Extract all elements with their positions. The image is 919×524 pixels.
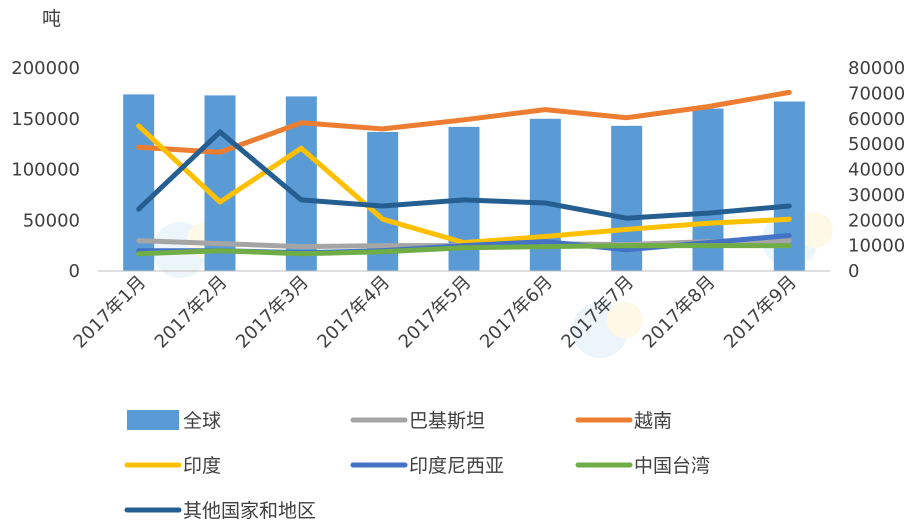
- left-tick-label: 0: [69, 261, 80, 282]
- watermark-shape: [797, 212, 833, 248]
- right-axis-ticks: 0 10000 20000 30000 40000 50000 60000 70000 8000…: [848, 58, 905, 282]
- left-tick-label: 150000: [11, 109, 80, 130]
- left-tick-label: 50000: [23, 210, 80, 231]
- line-其他国家和地区: [136, 129, 792, 221]
- left-tick-label: 200000: [11, 58, 80, 79]
- line-印度: [136, 123, 792, 246]
- bar-全球-2017年1月: [123, 94, 155, 271]
- right-tick-label: 20000: [848, 210, 905, 231]
- x-axis-ticks: 2017年1月 2017年2月 2017年3月 2017年4月 2017年5月 2017年…: [69, 272, 800, 353]
- right-tick-label: 40000: [848, 160, 905, 181]
- y-axis-unit-label: 吨: [42, 8, 61, 30]
- legend-label-全球: 全球: [183, 410, 221, 432]
- right-tick-label: 70000: [848, 83, 905, 104]
- legend-swatch-全球: [127, 410, 179, 430]
- legend-label-其他国家和地区: 其他国家和地区: [183, 500, 316, 522]
- right-tick-label: 80000: [848, 58, 905, 79]
- left-axis-ticks: 0 50000 100000 150000 200000: [11, 58, 80, 282]
- right-tick-label: 60000: [848, 109, 905, 130]
- x-tick-label: 2017年2月: [151, 272, 232, 353]
- watermark-shape: [607, 302, 643, 338]
- right-tick-label: 30000: [848, 185, 905, 206]
- x-tick-label: 2017年3月: [232, 272, 313, 353]
- line-series: [136, 89, 792, 257]
- line-中国台湾: [136, 243, 792, 257]
- right-tick-label: 0: [848, 261, 859, 282]
- x-tick-label: 2017年8月: [639, 272, 720, 353]
- watermark-shape: [572, 302, 628, 358]
- watermark: [152, 212, 833, 358]
- legend-label-巴基斯坦: 巴基斯坦: [409, 410, 485, 432]
- right-tick-label: 10000: [848, 236, 905, 257]
- legend-label-印度尼西亚: 印度尼西亚: [409, 455, 504, 477]
- x-tick-label: 2017年1月: [69, 272, 150, 353]
- left-tick-label: 100000: [11, 160, 80, 181]
- legend-label-越南: 越南: [634, 410, 672, 432]
- x-tick-label: 2017年6月: [476, 272, 557, 353]
- right-tick-label: 50000: [848, 134, 905, 155]
- x-tick-label: 2017年9月: [720, 272, 801, 353]
- legend-label-印度: 印度: [183, 455, 221, 477]
- line-越南: [136, 89, 792, 155]
- x-tick-label: 2017年4月: [313, 272, 394, 353]
- legend-label-中国台湾: 中国台湾: [634, 455, 710, 477]
- x-tick-label: 2017年5月: [395, 272, 476, 353]
